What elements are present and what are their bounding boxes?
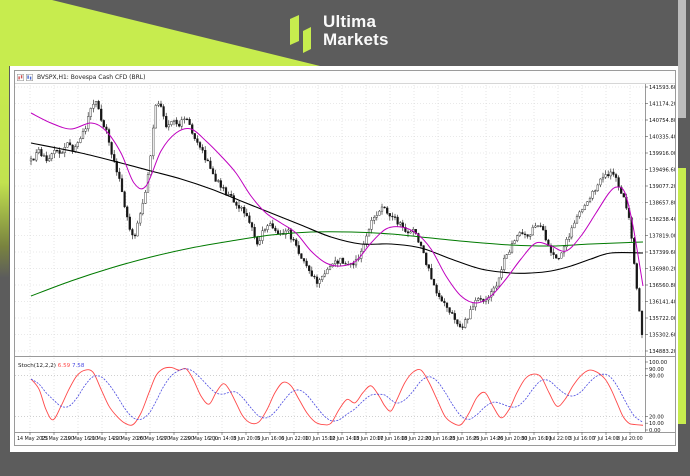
logo-text-line1: Ultima <box>323 12 377 31</box>
svg-text:10 Jun 15:00: 10 Jun 15:00 <box>305 436 335 442</box>
svg-text:26 Jun 20:00: 26 Jun 20:00 <box>497 436 527 442</box>
chart-panel: BVSPX,H1: Bovespa Cash CFD (BRL) 141593.… <box>10 66 678 452</box>
svg-text:137819.00: 137819.00 <box>649 234 675 240</box>
corner-accent-top-left <box>0 0 320 66</box>
svg-text:138657.80: 138657.80 <box>649 201 675 207</box>
mt4-chart-window: BVSPX,H1: Bovespa Cash CFD (BRL) 141593.… <box>14 70 676 446</box>
svg-text:135722.00: 135722.00 <box>649 316 675 322</box>
edge-accent-right-gray <box>678 0 686 118</box>
svg-text:137399.60: 137399.60 <box>649 250 675 256</box>
svg-text:141174.20: 141174.20 <box>649 102 675 108</box>
svg-text:140754.80: 140754.80 <box>649 118 675 124</box>
svg-text:21 May 14:00: 21 May 14:00 <box>89 436 122 442</box>
svg-text:20 Jun 16:00: 20 Jun 16:00 <box>425 436 455 442</box>
svg-text:12 Jun 14:00: 12 Jun 14:00 <box>329 436 359 442</box>
svg-text:27 May 22:00: 27 May 22:00 <box>161 436 194 442</box>
svg-text:139077.20: 139077.20 <box>649 184 675 190</box>
edge-accent-right-green <box>678 168 686 424</box>
svg-text:10.00: 10.00 <box>649 421 664 427</box>
logo-text: Ultima Markets <box>323 13 389 49</box>
edge-accent-left <box>0 66 9 278</box>
svg-text:8 Jul 20:00: 8 Jul 20:00 <box>617 436 643 442</box>
svg-text:14 May 2025: 14 May 2025 <box>17 436 48 442</box>
gridlines <box>15 85 645 432</box>
svg-text:2 Jun 14:00: 2 Jun 14:00 <box>209 436 236 442</box>
svg-text:140335.40: 140335.40 <box>649 135 675 141</box>
indicator-label: Stoch(12,2,2) 6.59 7.58 <box>18 363 85 369</box>
svg-text:3 Jul 16:00: 3 Jul 16:00 <box>569 436 595 442</box>
svg-text:20.00: 20.00 <box>649 414 664 420</box>
svg-text:0.00: 0.00 <box>649 428 661 434</box>
svg-text:80.00: 80.00 <box>649 374 664 380</box>
svg-text:15 May 22:00: 15 May 22:00 <box>41 436 74 442</box>
svg-text:22 May 20:00: 22 May 20:00 <box>113 436 146 442</box>
svg-text:25 Jun 14:00: 25 Jun 14:00 <box>473 436 503 442</box>
svg-text:139496.60: 139496.60 <box>649 168 675 174</box>
svg-text:5 Jun 16:00: 5 Jun 16:00 <box>257 436 284 442</box>
svg-text:23 Jun 16:00: 23 Jun 16:00 <box>449 436 479 442</box>
svg-text:17 Jun 16:00: 17 Jun 16:00 <box>377 436 407 442</box>
svg-text:90.00: 90.00 <box>649 367 664 373</box>
svg-text:26 May 16:00: 26 May 16:00 <box>137 436 170 442</box>
ma-slow-line <box>30 231 644 297</box>
svg-text:13 Jun 20:00: 13 Jun 20:00 <box>353 436 383 442</box>
logo-text-line2: Markets <box>323 30 389 49</box>
svg-text:1 Jul 22:00: 1 Jul 22:00 <box>545 436 571 442</box>
svg-text:136141.40: 136141.40 <box>649 300 675 306</box>
svg-text:100.00: 100.00 <box>649 360 667 366</box>
svg-text:139916.00: 139916.00 <box>649 151 675 157</box>
svg-text:19 May 16:00: 19 May 16:00 <box>65 436 98 442</box>
svg-text:134883.20: 134883.20 <box>649 349 675 355</box>
svg-text:6 Jun 22:00: 6 Jun 22:00 <box>281 436 308 442</box>
logo-mark-icon <box>290 15 311 53</box>
stoch-d-line <box>30 368 644 423</box>
svg-text:135302.60: 135302.60 <box>649 333 675 339</box>
price-axis-labels[interactable]: 141593.60 141174.20 140754.80 140335.40 1399… <box>645 85 675 355</box>
chart-canvas[interactable]: 141593.60 141174.20 140754.80 140335.40 1399… <box>15 71 675 445</box>
svg-text:141593.60: 141593.60 <box>649 85 675 91</box>
svg-text:7 Jul 14:00: 7 Jul 14:00 <box>593 436 619 442</box>
chart-window-titlebar[interactable]: BVSPX,H1: Bovespa Cash CFD (BRL) <box>15 71 675 84</box>
window-icon <box>17 73 24 81</box>
ultima-markets-logo: Ultima Markets <box>290 13 389 57</box>
svg-text:136560.80: 136560.80 <box>649 283 675 289</box>
ma-fast-line <box>30 112 644 304</box>
svg-text:138238.40: 138238.40 <box>649 217 675 223</box>
stoch-k-line <box>30 366 644 426</box>
chart-icon <box>26 73 33 81</box>
svg-text:3 Jun 20:00: 3 Jun 20:00 <box>233 436 260 442</box>
axis-lines <box>15 84 675 433</box>
svg-text:136980.20: 136980.20 <box>649 267 675 273</box>
chart-window-title: BVSPX,H1: Bovespa Cash CFD (BRL) <box>37 73 146 81</box>
candles <box>29 99 644 339</box>
svg-text:29 May 16:00: 29 May 16:00 <box>185 436 218 442</box>
svg-text:30 Jun 16:00: 30 Jun 16:00 <box>521 436 551 442</box>
svg-text:Stoch(12,2,2) 6.59 7.58: Stoch(12,2,2) 6.59 7.58 <box>18 363 85 369</box>
ma-mid-line <box>30 142 644 274</box>
svg-text:18 Jun 22:00: 18 Jun 22:00 <box>401 436 431 442</box>
